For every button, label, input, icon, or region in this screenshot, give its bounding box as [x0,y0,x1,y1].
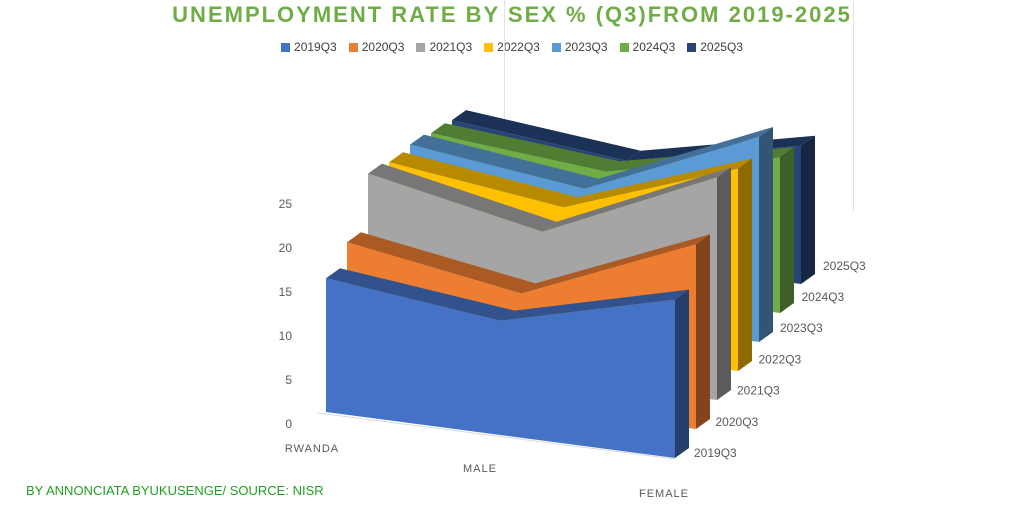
legend-label: 2020Q3 [361,40,405,54]
category-label: MALE [463,463,497,475]
y-tick-label: 25 [279,197,293,211]
series-top-face [431,123,620,172]
category-label: RWANDA [285,443,339,455]
series-depth-label: 2021Q3 [737,384,780,398]
legend-label: 2024Q3 [632,40,676,54]
y-tick-label: 10 [279,329,293,343]
legend-label: 2022Q3 [497,40,540,54]
legend-swatch [687,42,697,52]
chart-title: UNEMPLOYMENT RATE BY SEX % (Q3)FROM 2019… [172,2,852,27]
series-depth-label: 2025Q3 [823,259,866,273]
legend-label: 2021Q3 [429,40,473,54]
series-side-face [696,234,710,429]
series-side-face [738,158,752,371]
series-top-face [368,163,557,232]
series-front-face [326,278,675,458]
legend-swatch [416,42,426,52]
legend: 2019Q3 2020Q3 2021Q3 2022Q3 2023Q3 2024Q3 2025… [0,40,1024,54]
legend-item-2025Q3: 2025Q3 [687,40,743,54]
category-label: FEMALE [639,488,689,500]
series-top-face [389,152,578,208]
series-side-face [801,135,815,284]
series-2019Q3 [326,268,689,458]
legend-label: 2025Q3 [700,40,743,54]
legend-swatch [484,42,494,52]
y-axis-ticks: 0 5 10 15 20 25 [279,197,293,431]
legend-item-2024Q3: 2024Q3 [619,40,676,54]
legend-label: 2023Q3 [564,40,608,54]
series-top-face [326,268,515,321]
legend-swatch [281,42,291,52]
y-tick-label: 5 [285,373,292,387]
series-depth-labels: 2019Q3 2020Q3 2021Q3 2022Q3 2023Q3 2024Q3 2025… [694,259,866,460]
legend-item-2021Q3: 2021Q3 [416,40,472,54]
legend-item-2020Q3: 2020Q3 [348,40,405,54]
y-tick-label: 15 [279,285,293,299]
series-top-face [542,167,731,232]
series-side-face [780,147,794,313]
legend-item-2019Q3: 2019Q3 [281,40,337,54]
y-tick-label: 20 [279,241,293,255]
legend-item-2023Q3: 2023Q3 [551,40,608,54]
series-depth-label: 2019Q3 [694,446,737,460]
series-top-face [563,158,752,208]
series-depth-label: 2022Q3 [759,352,802,366]
legend-label: 2019Q3 [294,40,337,54]
series-top-face [347,232,536,294]
series-top-face [452,110,641,161]
series-side-face [759,127,773,342]
series-top-face [521,234,710,294]
series-depth-label: 2024Q3 [802,290,845,304]
series-top-face [584,127,773,189]
y-tick-label: 0 [285,417,292,431]
series-depth-label: 2023Q3 [780,321,823,335]
series-top-face [410,134,599,189]
legend-swatch [551,42,561,52]
floor-edge [317,412,676,460]
source-credit: BY ANNONCIATA BYUKUSENGE/ SOURCE: NISR [26,483,324,498]
series-side-face [675,289,689,458]
series-side-face [717,167,731,400]
series-top-face [500,289,689,321]
legend-swatch [619,42,629,52]
series-depth-label: 2020Q3 [716,415,759,429]
category-labels: RWANDA MALE FEMALE [285,443,689,500]
legend-item-2022Q3: 2022Q3 [484,40,540,54]
series-layer [326,110,815,458]
legend-swatch [348,42,358,52]
